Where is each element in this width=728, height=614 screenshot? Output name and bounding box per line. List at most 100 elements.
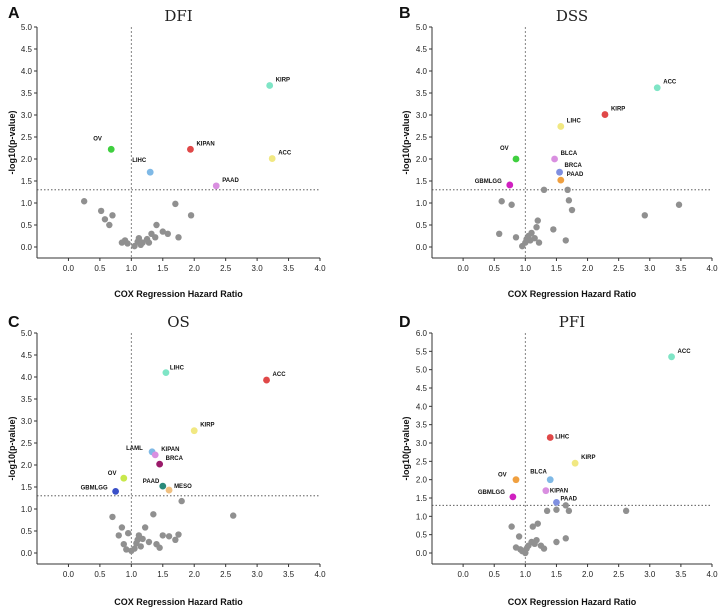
data-point-acc bbox=[668, 353, 675, 361]
x-tick-label: 3.5 bbox=[283, 570, 295, 579]
data-point-lihc bbox=[546, 434, 554, 441]
y-tick-label: 0.5 bbox=[21, 221, 33, 230]
panel-letter: A bbox=[8, 5, 20, 22]
y-tick-label: 1.0 bbox=[21, 505, 33, 514]
data-label-blca: BLCA bbox=[561, 151, 578, 157]
panel-c: C OS 0.0 0.5 1.0 1.5 2.0 2.5 3.0 3.5 4.0 4.5 5.0 0.0 0… bbox=[7, 313, 326, 607]
y-tick-label: 2.0 bbox=[21, 155, 33, 164]
y-tick-label: 1.0 bbox=[416, 199, 428, 208]
data-label-ov: OV bbox=[500, 146, 509, 152]
data-label-paad: PAAD bbox=[560, 496, 577, 502]
data-point-ov bbox=[107, 145, 115, 153]
y-axis-label: -log10(p-value) bbox=[7, 110, 17, 174]
data-point bbox=[139, 239, 146, 246]
data-point bbox=[137, 543, 144, 550]
y-tick-label: 0.0 bbox=[416, 243, 428, 252]
data-label-meso: MESO bbox=[174, 484, 192, 490]
data-point bbox=[550, 226, 557, 233]
x-axis-label: COX Regression Hazard Ratio bbox=[114, 597, 243, 607]
data-label-kirp: KIRP bbox=[581, 455, 595, 461]
x-tick-label: 3.0 bbox=[252, 264, 264, 273]
data-label-ov: OV bbox=[108, 471, 117, 477]
x-tick-label: 4.0 bbox=[314, 570, 326, 579]
data-label-paad: PAAD bbox=[222, 178, 239, 184]
data-point bbox=[540, 545, 548, 552]
data-point-kipan bbox=[151, 451, 159, 459]
x-tick-label: 2.0 bbox=[189, 570, 201, 579]
x-tick-label: 2.5 bbox=[613, 570, 625, 579]
data-label-kipan: KIPAN bbox=[550, 489, 568, 495]
x-tick-label: 1.0 bbox=[126, 570, 138, 579]
data-point bbox=[156, 544, 163, 551]
y-tick-label: 2.5 bbox=[21, 439, 33, 448]
x-tick-label: 3.5 bbox=[675, 570, 687, 579]
data-point bbox=[175, 234, 182, 241]
x-tick-label: 2.5 bbox=[220, 570, 232, 579]
panel-title: DSS bbox=[556, 7, 588, 25]
data-point bbox=[145, 538, 153, 546]
data-point bbox=[152, 234, 159, 241]
y-tick-label: 3.5 bbox=[21, 89, 33, 98]
y-tick-label: 0.5 bbox=[416, 531, 428, 540]
x-tick-label: 2.5 bbox=[220, 264, 232, 273]
panel-letter: B bbox=[399, 5, 411, 22]
data-point bbox=[564, 186, 571, 193]
data-point bbox=[165, 533, 173, 540]
x-tick-label: 1.5 bbox=[157, 570, 169, 579]
data-point bbox=[543, 507, 551, 515]
data-point bbox=[109, 212, 116, 219]
data-point-paad bbox=[159, 482, 167, 490]
y-tick-label: 5.0 bbox=[21, 23, 33, 32]
y-tick-label: 4.0 bbox=[21, 67, 33, 76]
data-point bbox=[118, 524, 126, 531]
x-axis-label: COX Regression Hazard Ratio bbox=[114, 289, 243, 299]
data-label-paad: PAAD bbox=[567, 172, 584, 178]
data-point bbox=[508, 523, 515, 530]
data-point bbox=[515, 533, 523, 540]
data-point-gbmlgg bbox=[506, 181, 514, 189]
data-label-acc: ACC bbox=[273, 372, 287, 378]
y-tick-label: 3.0 bbox=[21, 417, 33, 426]
data-label-ov: OV bbox=[93, 136, 102, 142]
data-point bbox=[187, 212, 195, 219]
y-tick-label: 5.5 bbox=[416, 347, 428, 356]
y-tick-label: 3.5 bbox=[21, 395, 33, 404]
y-axis-label: -log10(p-value) bbox=[401, 416, 411, 480]
x-axis-label: COX Regression Hazard Ratio bbox=[508, 289, 637, 299]
data-label-blca: BLCA bbox=[530, 470, 547, 476]
data-point-kirp bbox=[190, 427, 198, 435]
data-point bbox=[164, 230, 172, 237]
x-tick-label: 2.0 bbox=[189, 264, 201, 273]
y-tick-label: 4.5 bbox=[21, 45, 33, 54]
data-point bbox=[553, 506, 560, 513]
y-tick-label: 0.5 bbox=[21, 527, 33, 536]
x-axis-label: COX Regression Hazard Ratio bbox=[508, 597, 637, 607]
data-label-ov: OV bbox=[498, 473, 507, 479]
y-tick-label: 1.5 bbox=[416, 177, 428, 186]
data-point-acc bbox=[263, 376, 270, 384]
y-tick-label: 4.5 bbox=[416, 45, 428, 54]
y-tick-label: 4.0 bbox=[21, 373, 33, 382]
y-tick-label: 3.0 bbox=[416, 439, 428, 448]
y-tick-label: 6.0 bbox=[416, 329, 428, 338]
data-label-kirp: KIRP bbox=[611, 107, 625, 113]
panel-d: D PFI 0.0 0.5 1.0 1.5 2.0 2.5 3.0 3.5 4.0 4.5 5.0 5.5… bbox=[399, 313, 718, 607]
x-tick-label: 3.0 bbox=[644, 264, 656, 273]
y-tick-label: 0.0 bbox=[21, 243, 33, 252]
data-point-kirp bbox=[601, 111, 609, 118]
x-tick-label: 4.0 bbox=[314, 264, 326, 273]
y-tick-label: 5.0 bbox=[416, 23, 428, 32]
panel-letter: D bbox=[399, 314, 411, 331]
data-point bbox=[106, 221, 113, 229]
panel-title: PFI bbox=[559, 313, 586, 331]
x-tick-label: 2.0 bbox=[582, 264, 594, 273]
data-point-acc bbox=[653, 84, 661, 92]
data-label-kirp: KIRP bbox=[276, 78, 290, 84]
y-tick-label: 2.0 bbox=[416, 155, 428, 164]
y-tick-label: 2.5 bbox=[416, 457, 428, 466]
data-point bbox=[534, 520, 541, 527]
data-point-paad bbox=[212, 182, 220, 190]
data-label-kipan: KIPAN bbox=[196, 141, 214, 147]
panel-title: OS bbox=[167, 313, 190, 331]
data-point bbox=[622, 507, 630, 515]
